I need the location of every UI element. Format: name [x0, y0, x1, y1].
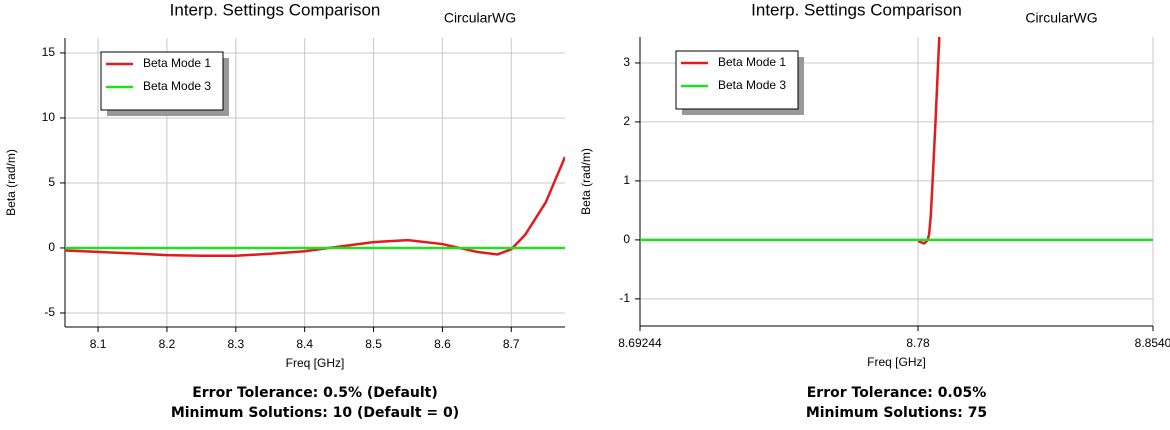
- y-tick-label: 5: [48, 175, 55, 189]
- x-tick-label: 8.8540: [1135, 336, 1170, 350]
- x-axis-label: Freq [GHz]: [286, 356, 345, 370]
- legend: [100, 51, 224, 111]
- y-axis-label: Beta (rad/m): [579, 148, 593, 215]
- caption: Minimum Solutions: 75: [806, 405, 987, 421]
- y-tick-label: 10: [42, 110, 56, 124]
- y-tick-label: 0: [48, 240, 55, 254]
- legend: [675, 50, 799, 110]
- chart-subtitle: CircularWG: [1025, 10, 1097, 26]
- x-tick-label: 8.5: [365, 337, 382, 351]
- series-line: [917, 37, 941, 245]
- x-tick-label: 8.4: [296, 337, 313, 351]
- x-tick-label: 8.1: [90, 337, 107, 351]
- x-axis-label: Freq [GHz]: [867, 355, 926, 369]
- x-tick-label: 8.7: [503, 337, 520, 351]
- x-tick-label: 8.69244: [618, 336, 662, 350]
- caption: Minimum Solutions: 10 (Default = 0): [171, 405, 459, 421]
- y-tick-label: -5: [44, 305, 55, 319]
- chart-title: Interp. Settings Comparison: [751, 0, 962, 19]
- legend-label: Beta Mode 1: [718, 55, 786, 69]
- x-tick-label: 8.2: [159, 337, 176, 351]
- y-tick-label: 1: [623, 173, 630, 187]
- y-tick-label: 15: [42, 45, 56, 59]
- chart-subtitle: CircularWG: [444, 10, 516, 26]
- y-tick-label: 3: [623, 55, 630, 69]
- y-tick-label: -1: [619, 291, 630, 305]
- legend-label: Beta Mode 3: [143, 79, 211, 93]
- caption: Error Tolerance: 0.5% (Default): [192, 385, 438, 401]
- y-tick-label: 0: [623, 232, 630, 246]
- x-tick-label: 8.3: [227, 337, 244, 351]
- chart: -5 0 5 10 15 8.1 8.2 8.3 8.4 8.5 8.6 8.7 Beta Mode 1…: [4, 0, 565, 421]
- x-tick-label: 8.6: [434, 337, 451, 351]
- y-axis-label: Beta (rad/m): [4, 149, 18, 216]
- caption: Error Tolerance: 0.05%: [807, 385, 987, 401]
- y-tick-label: 2: [623, 114, 630, 128]
- legend-label: Beta Mode 3: [718, 78, 786, 92]
- legend-label: Beta Mode 1: [143, 56, 211, 70]
- chart-title: Interp. Settings Comparison: [170, 0, 381, 19]
- x-tick-label: 8.78: [906, 336, 930, 350]
- chart: -1 0 1 2 3 8.69244 8.78 8.8540 Beta Mode 1 Beta M…: [579, 0, 1170, 421]
